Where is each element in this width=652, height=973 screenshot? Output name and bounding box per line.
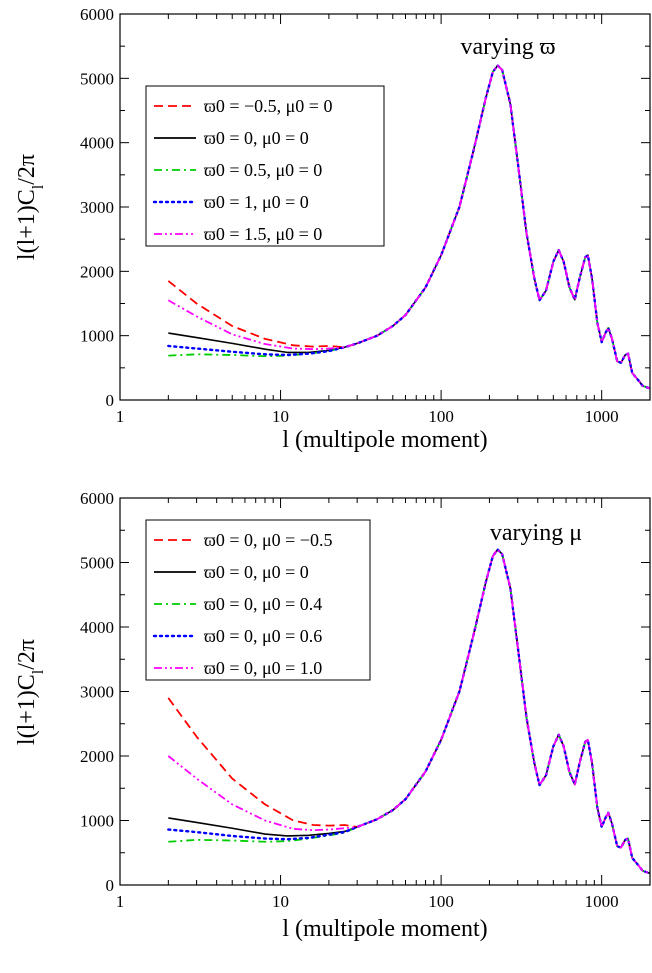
series-line-5 bbox=[167, 64, 650, 390]
y-tick-label: 2000 bbox=[80, 747, 114, 766]
series-line-5 bbox=[167, 548, 650, 875]
y-tick-label: 6000 bbox=[80, 489, 114, 508]
panel-annotation: varying μ bbox=[490, 520, 582, 546]
x-tick-label: 100 bbox=[428, 892, 454, 911]
legend-label-1: ϖ0 = −0.5, μ0 = 0 bbox=[204, 96, 332, 116]
legend-label-5: ϖ0 = 0, μ0 = 1.0 bbox=[204, 658, 322, 678]
legend-label-2: ϖ0 = 0, μ0 = 0 bbox=[204, 128, 309, 148]
x-tick-label: 100 bbox=[428, 407, 454, 426]
y-tick-label: 6000 bbox=[80, 5, 114, 24]
legend-label-2: ϖ0 = 0, μ0 = 0 bbox=[204, 562, 309, 582]
chart-panel-top: 0 1000 2000 3000 4000 5000 6000 1 10 100 1000 vary… bbox=[14, 5, 651, 453]
legend-box bbox=[145, 85, 385, 247]
chart-panel-bottom: 0 1000 2000 3000 4000 5000 6000 1 10 100 1000 vary… bbox=[14, 489, 651, 942]
x-tick-label: 1 bbox=[116, 407, 125, 426]
y-tick-label: 0 bbox=[106, 391, 115, 410]
series-line-4 bbox=[167, 64, 650, 390]
legend-label-3: ϖ0 = 0.5, μ0 = 0 bbox=[204, 160, 322, 180]
y-axis-title: l(l+1)Cl/2π bbox=[14, 154, 47, 260]
x-tick-label: 10 bbox=[272, 892, 289, 911]
x-axis-title: l (multipole moment) bbox=[282, 427, 487, 453]
legend: ϖ0 = 0, μ0 = −0.5 ϖ0 = 0, μ0 = 0 ϖ0 = 0, μ… bbox=[145, 519, 371, 681]
legend-box bbox=[145, 519, 371, 681]
series-line-4 bbox=[167, 548, 650, 875]
legend-label-4: ϖ0 = 0, μ0 = 0.6 bbox=[204, 626, 322, 646]
y-tick-label: 4000 bbox=[80, 618, 114, 637]
panel-annotation: varying ϖ bbox=[460, 34, 555, 60]
legend: ϖ0 = −0.5, μ0 = 0 ϖ0 = 0, μ0 = 0 ϖ0 = 0.5,… bbox=[145, 85, 385, 247]
y-tick-label: 5000 bbox=[80, 554, 114, 573]
y-tick-label: 2000 bbox=[80, 262, 114, 281]
legend-label-4: ϖ0 = 1, μ0 = 0 bbox=[204, 192, 309, 212]
y-tick-label: 0 bbox=[106, 876, 115, 895]
x-tick-label: 1000 bbox=[585, 407, 619, 426]
y-tick-label: 3000 bbox=[80, 683, 114, 702]
y-tick-label: 1000 bbox=[80, 327, 114, 346]
legend-label-5: ϖ0 = 1.5, μ0 = 0 bbox=[204, 224, 322, 244]
x-axis-title: l (multipole moment) bbox=[282, 916, 487, 942]
y-tick-label: 1000 bbox=[80, 812, 114, 831]
y-axis-title: l(l+1)Cl/2π bbox=[14, 639, 47, 745]
x-tick-label: 10 bbox=[272, 407, 289, 426]
y-tick-label: 4000 bbox=[80, 134, 114, 153]
legend-label-1: ϖ0 = 0, μ0 = −0.5 bbox=[204, 530, 332, 550]
legend-label-3: ϖ0 = 0, μ0 = 0.4 bbox=[204, 594, 322, 614]
x-tick-label: 1 bbox=[116, 892, 125, 911]
x-tick-label: 1000 bbox=[585, 892, 619, 911]
y-tick-label: 3000 bbox=[80, 198, 114, 217]
y-tick-label: 5000 bbox=[80, 69, 114, 88]
